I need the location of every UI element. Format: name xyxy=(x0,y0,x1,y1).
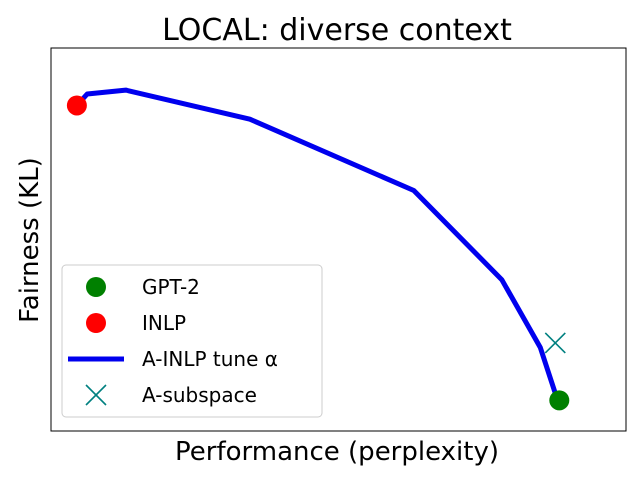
legend-label: A-INLP tune α xyxy=(142,347,278,371)
inlp-point xyxy=(66,95,87,116)
x-axis-label: Performance (perplexity) xyxy=(175,437,499,467)
legend-item-a-subspace: A-subspace xyxy=(85,383,257,407)
legend-item-gpt-2: GPT-2 xyxy=(86,275,200,299)
a-inlp-tune-line xyxy=(75,87,560,402)
legend-swatch xyxy=(86,277,106,297)
legend-label: INLP xyxy=(142,311,186,335)
y-axis-label: Fairness (KL) xyxy=(15,157,45,323)
legend-item-a-inlp-tune: A-INLP tune α xyxy=(68,347,278,371)
legend-box xyxy=(61,264,323,418)
legend-label: A-subspace xyxy=(142,383,257,407)
a-subspace-point xyxy=(544,332,566,354)
legend-items: GPT-2 INLP A-INLP tune α A-subspace xyxy=(68,275,278,407)
chart-title: LOCAL: diverse context xyxy=(162,13,512,48)
gpt-2-point xyxy=(549,390,570,411)
legend: GPT-2 INLP A-INLP tune α A-subspace xyxy=(61,264,323,418)
legend-item-inlp: INLP xyxy=(86,311,186,335)
legend-label: GPT-2 xyxy=(142,275,200,299)
data-marks xyxy=(66,87,570,411)
legend-swatch xyxy=(85,384,107,406)
legend-swatch xyxy=(86,313,106,333)
